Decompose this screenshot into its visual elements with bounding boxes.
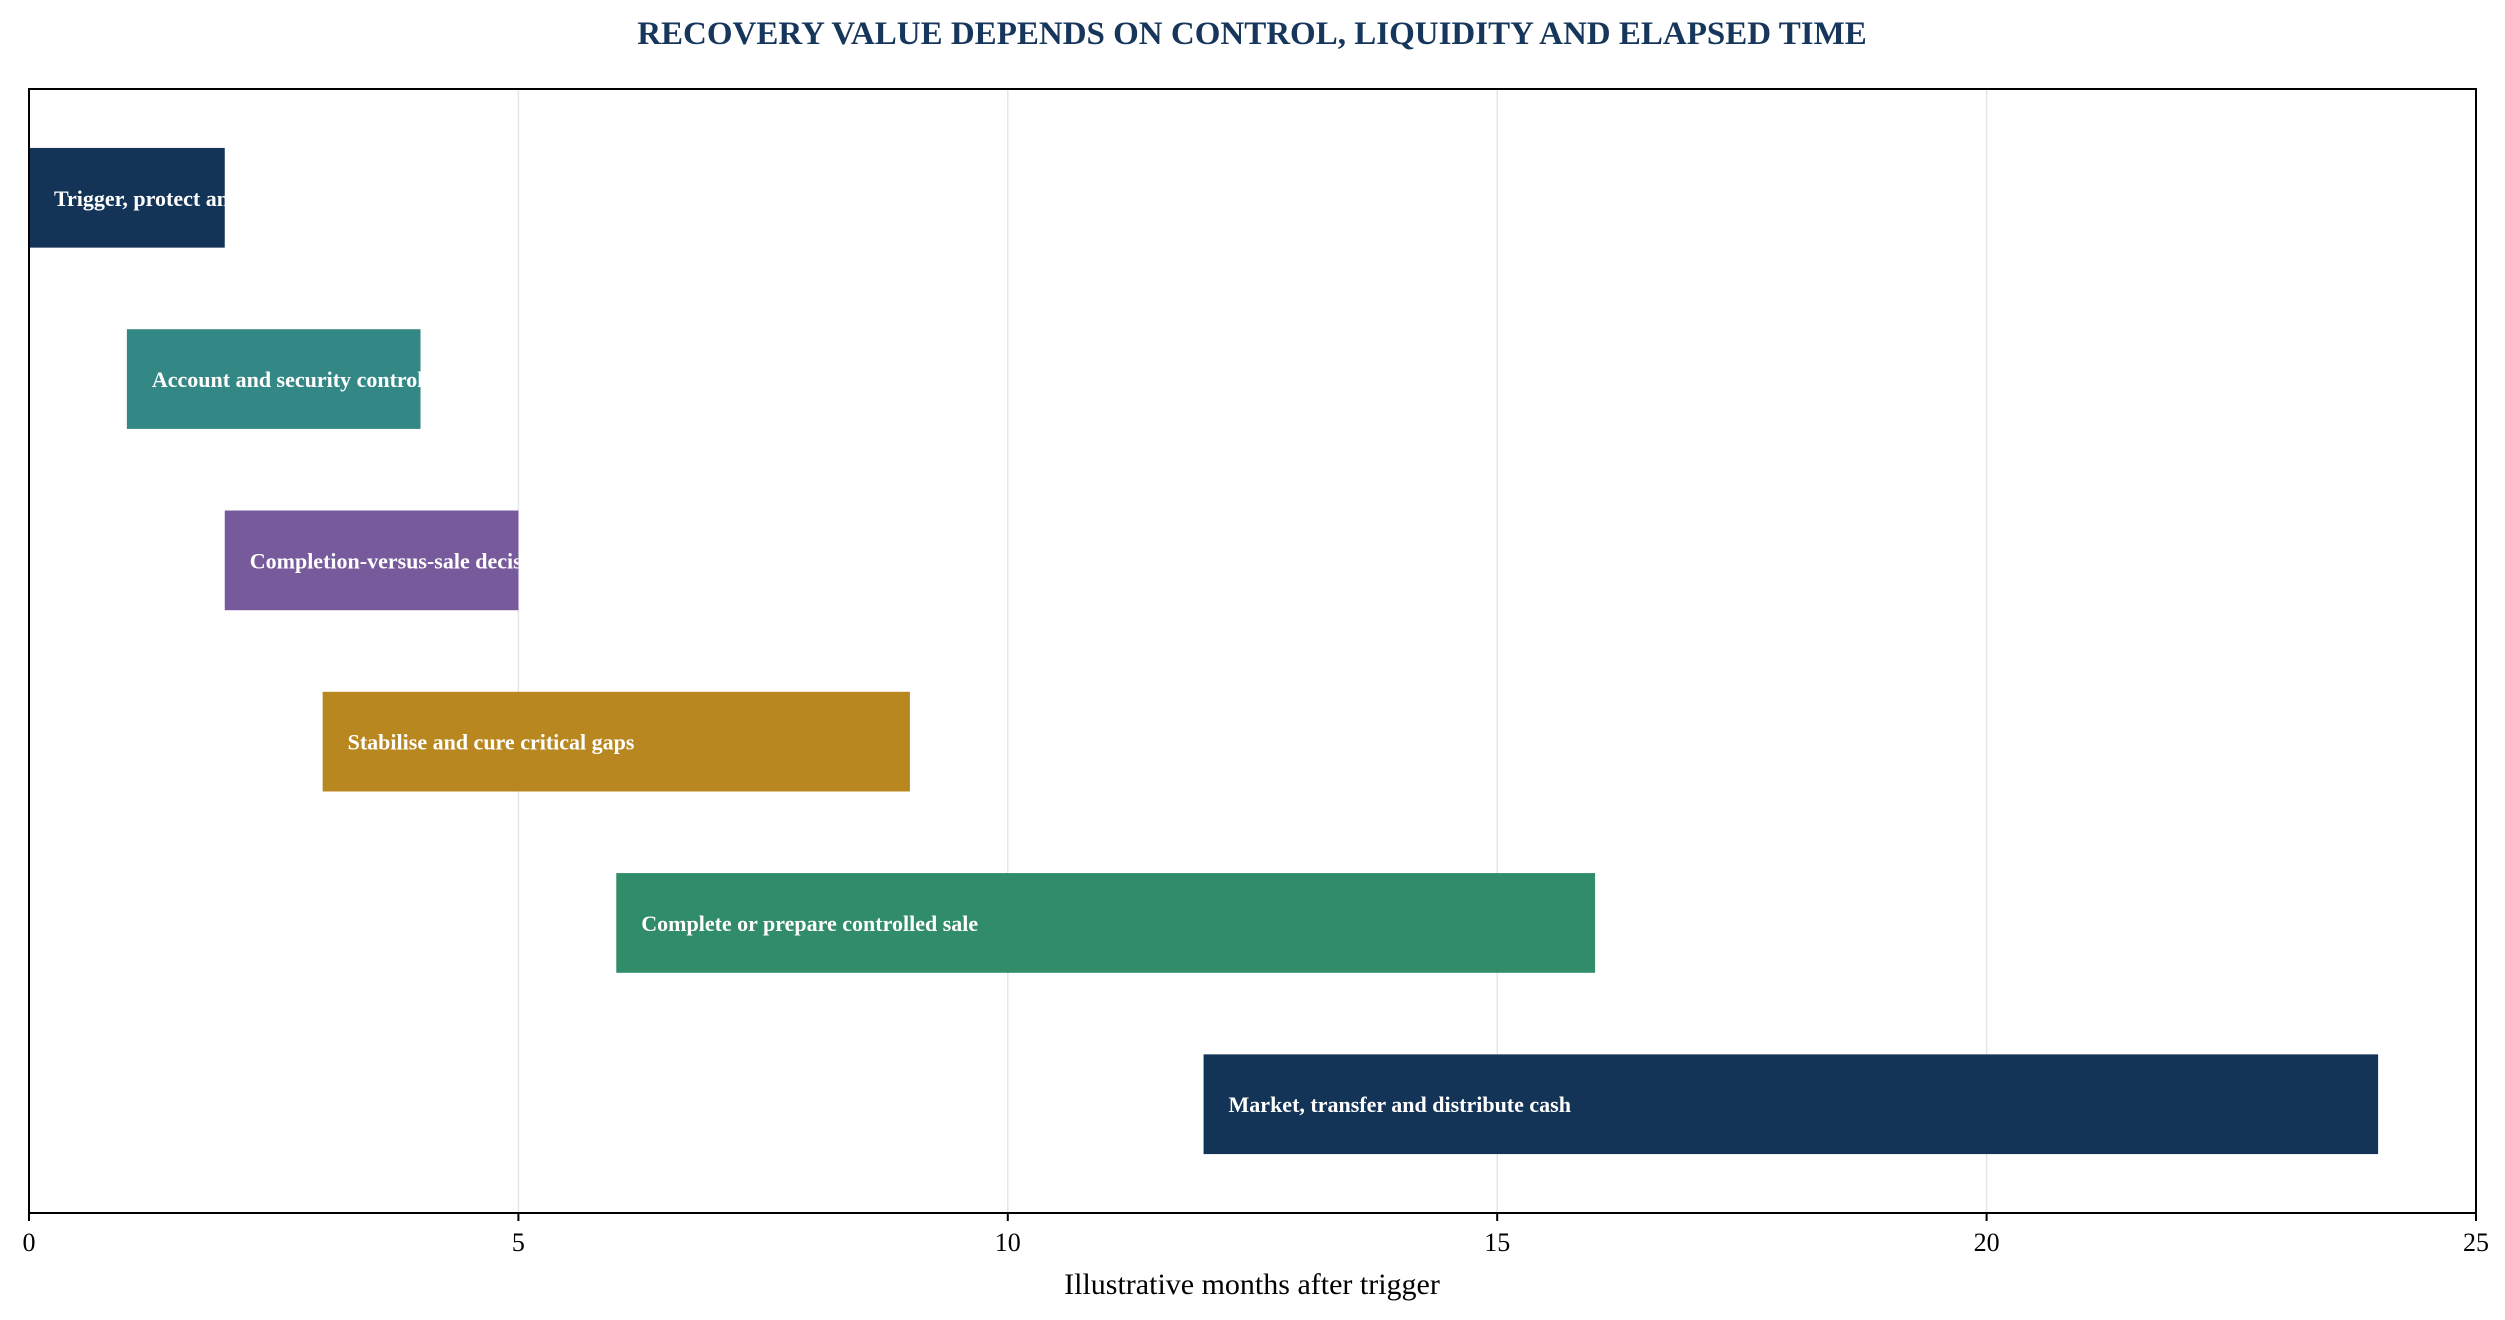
bar	[616, 873, 1596, 973]
x-tick-label: 0	[23, 1228, 36, 1257]
bar	[1203, 1054, 2379, 1155]
x-tick-label: 20	[1974, 1228, 2000, 1257]
bar-label: Market, transfer and distribute cash	[1229, 1092, 1571, 1117]
bars	[29, 147, 2379, 1155]
chart-title: RECOVERY VALUE DEPENDS ON CONTROL, LIQUI…	[637, 16, 1867, 52]
bar-label: Account and security control	[152, 367, 424, 392]
x-tick-label: 10	[995, 1228, 1021, 1257]
bar-label: Complete or prepare controlled sale	[641, 911, 978, 936]
x-tick-label: 5	[512, 1228, 525, 1257]
bar	[126, 329, 421, 429]
x-tick-label: 15	[1484, 1228, 1510, 1257]
bar	[224, 510, 519, 611]
bar	[322, 691, 910, 792]
bar	[29, 147, 225, 248]
bar-label: Stabilise and cure critical gaps	[348, 730, 635, 755]
bar-label: Trigger, protect and assess	[54, 186, 302, 211]
x-axis-ticks: 0 5 10 15 20 25	[23, 1213, 2489, 1257]
plot-frame	[28, 88, 2477, 1214]
bar-label: Completion-versus-sale decision	[250, 548, 551, 573]
x-tick-label: 25	[2463, 1228, 2489, 1257]
grid-lines	[517, 89, 1988, 1213]
bar-labels: Trigger, protect and assess Account and s…	[54, 186, 1571, 1117]
x-axis-label: Illustrative months after trigger	[1064, 1268, 1440, 1301]
